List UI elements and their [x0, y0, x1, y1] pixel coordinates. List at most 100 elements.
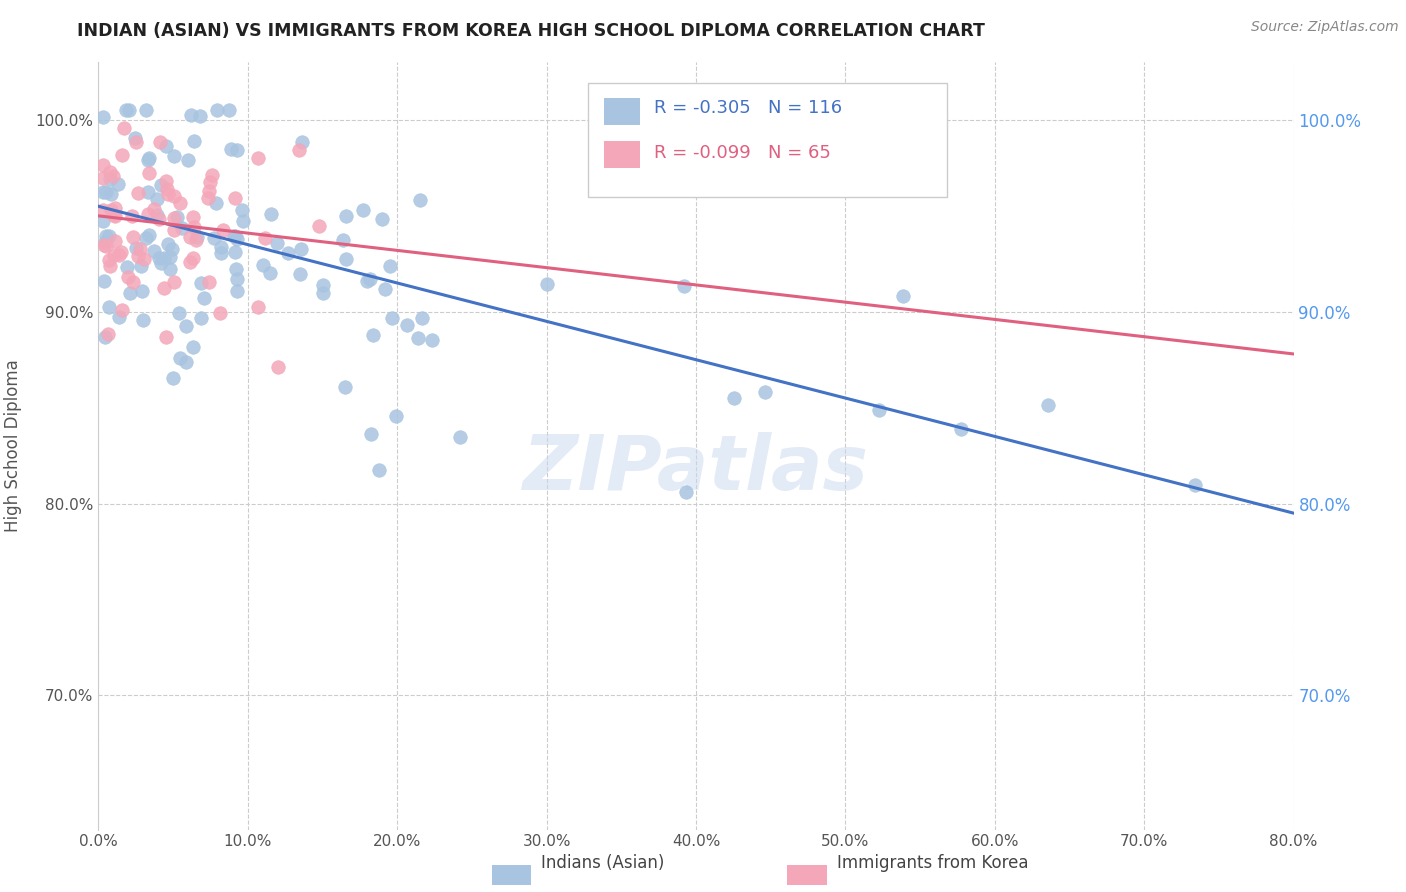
- Immigrants from Korea: [111, 303, 134, 318]
- Indians (Asian): [359, 272, 381, 286]
- Indians (Asian): [209, 245, 232, 260]
- Indians (Asian): [93, 273, 115, 287]
- Indians (Asian): [395, 318, 418, 333]
- Indians (Asian): [356, 274, 378, 288]
- FancyBboxPatch shape: [605, 141, 640, 169]
- Indians (Asian): [118, 103, 141, 118]
- Immigrants from Korea: [266, 359, 288, 374]
- Indians (Asian): [335, 252, 357, 266]
- Indians (Asian): [124, 131, 146, 145]
- Indians (Asian): [159, 250, 181, 264]
- Indians (Asian): [193, 291, 215, 305]
- Immigrants from Korea: [111, 148, 134, 162]
- Indians (Asian): [723, 392, 745, 406]
- Immigrants from Korea: [122, 229, 145, 244]
- Immigrants from Korea: [117, 269, 139, 284]
- Immigrants from Korea: [103, 209, 125, 223]
- Immigrants from Korea: [198, 175, 221, 189]
- Immigrants from Korea: [152, 281, 174, 295]
- Indians (Asian): [360, 426, 382, 441]
- Indians (Asian): [157, 237, 180, 252]
- Indians (Asian): [98, 229, 121, 244]
- Immigrants from Korea: [157, 187, 180, 202]
- Indians (Asian): [108, 310, 131, 325]
- Indians (Asian): [135, 103, 157, 118]
- Immigrants from Korea: [93, 237, 115, 252]
- Immigrants from Korea: [224, 191, 246, 205]
- Immigrants from Korea: [179, 230, 201, 244]
- Indians (Asian): [226, 232, 249, 246]
- Indians (Asian): [312, 278, 335, 293]
- Immigrants from Korea: [100, 203, 122, 218]
- Immigrants from Korea: [155, 330, 177, 344]
- Indians (Asian): [190, 311, 212, 326]
- Indians (Asian): [172, 221, 194, 235]
- Indians (Asian): [222, 229, 245, 244]
- Indians (Asian): [205, 196, 228, 211]
- FancyBboxPatch shape: [605, 98, 640, 126]
- Indians (Asian): [186, 229, 208, 244]
- Text: Immigrants from Korea: Immigrants from Korea: [837, 855, 1028, 872]
- Immigrants from Korea: [198, 275, 221, 289]
- Indians (Asian): [266, 235, 288, 250]
- Immigrants from Korea: [122, 275, 145, 289]
- Text: R = -0.305   N = 116: R = -0.305 N = 116: [654, 100, 842, 118]
- Indians (Asian): [335, 209, 357, 223]
- Immigrants from Korea: [156, 181, 179, 195]
- Immigrants from Korea: [91, 203, 114, 218]
- Immigrants from Korea: [132, 252, 155, 267]
- Indians (Asian): [150, 178, 173, 192]
- Immigrants from Korea: [104, 202, 127, 216]
- Text: ZIPatlas: ZIPatlas: [523, 432, 869, 506]
- Immigrants from Korea: [110, 245, 132, 260]
- Indians (Asian): [129, 260, 152, 274]
- Indians (Asian): [138, 153, 160, 167]
- Text: INDIAN (ASIAN) VS IMMIGRANTS FROM KOREA HIGH SCHOOL DIPLOMA CORRELATION CHART: INDIAN (ASIAN) VS IMMIGRANTS FROM KOREA …: [77, 22, 986, 40]
- Indians (Asian): [98, 171, 121, 186]
- Indians (Asian): [107, 177, 129, 191]
- Immigrants from Korea: [197, 191, 219, 205]
- Indians (Asian): [225, 272, 247, 286]
- Indians (Asian): [371, 211, 394, 226]
- Indians (Asian): [98, 301, 121, 315]
- Indians (Asian): [224, 229, 246, 244]
- Immigrants from Korea: [97, 327, 120, 342]
- Indians (Asian): [408, 330, 430, 344]
- Indians (Asian): [311, 286, 333, 301]
- Indians (Asian): [153, 251, 176, 265]
- Indians (Asian): [100, 186, 122, 201]
- Indians (Asian): [115, 260, 138, 274]
- Indians (Asian): [224, 244, 246, 259]
- Immigrants from Korea: [103, 208, 125, 222]
- Indians (Asian): [368, 463, 391, 477]
- Indians (Asian): [149, 256, 172, 270]
- Indians (Asian): [868, 403, 890, 417]
- Immigrants from Korea: [108, 247, 131, 261]
- Immigrants from Korea: [169, 195, 191, 210]
- Indians (Asian): [226, 144, 249, 158]
- Indians (Asian): [160, 242, 183, 256]
- Indians (Asian): [118, 286, 141, 301]
- Indians (Asian): [411, 311, 433, 326]
- Indians (Asian): [675, 484, 697, 499]
- Indians (Asian): [132, 313, 155, 327]
- Indians (Asian): [673, 279, 696, 293]
- Indians (Asian): [91, 214, 114, 228]
- Y-axis label: High School Diploma: High School Diploma: [4, 359, 21, 533]
- Indians (Asian): [163, 149, 186, 163]
- Indians (Asian): [277, 245, 299, 260]
- Indians (Asian): [374, 282, 396, 296]
- Indians (Asian): [207, 103, 229, 118]
- Indians (Asian): [190, 276, 212, 290]
- Indians (Asian): [409, 193, 432, 207]
- Indians (Asian): [332, 233, 354, 247]
- Immigrants from Korea: [101, 169, 124, 184]
- Immigrants from Korea: [91, 171, 114, 186]
- Indians (Asian): [225, 261, 247, 276]
- Indians (Asian): [138, 151, 160, 165]
- Indians (Asian): [290, 242, 312, 256]
- Indians (Asian): [225, 284, 247, 298]
- Text: R = -0.099   N = 65: R = -0.099 N = 65: [654, 144, 831, 162]
- Indians (Asian): [219, 142, 242, 156]
- Immigrants from Korea: [143, 202, 166, 216]
